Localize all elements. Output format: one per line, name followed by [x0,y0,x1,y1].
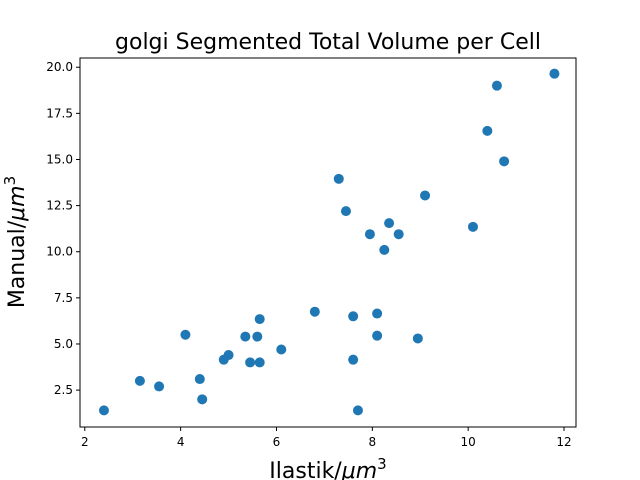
x-tick-label: 12 [556,435,571,449]
data-point [499,156,510,167]
x-tick-label: 4 [177,435,185,449]
data-point [240,331,251,342]
data-point [372,330,383,341]
chart-title: golgi Segmented Total Volume per Cell [115,30,541,55]
data-point [309,306,320,317]
x-tick-label: 10 [461,435,476,449]
data-points [98,68,560,416]
y-tick-label: 7.5 [54,291,73,305]
x-axis-label: Ilastik/μm3 [269,455,386,480]
x-tick-label: 6 [273,435,281,449]
y-axis-label-text: Manual/ [5,220,30,308]
data-point [364,229,375,240]
data-point [154,381,165,392]
data-point [348,354,359,365]
data-point [467,221,478,232]
y-tick-label: 20.0 [46,60,73,74]
x-axis-label-exponent: 3 [377,455,387,473]
data-point [276,344,287,355]
x-tick-label: 8 [369,435,377,449]
x-tick-label: 2 [81,435,89,449]
data-point [254,314,265,325]
data-point [333,173,344,184]
y-tick-label: 10.0 [46,245,73,259]
data-point [252,331,263,342]
x-axis-label-text: Ilastik/ [269,459,342,480]
data-point [194,374,205,385]
data-point [384,218,395,229]
data-point [412,333,423,344]
data-point [134,375,145,386]
y-tick-label: 17.5 [46,106,73,120]
data-point [420,190,431,201]
data-point [245,357,256,368]
data-point [482,125,493,136]
data-point [180,329,191,340]
data-point [254,357,265,368]
data-point [352,405,363,416]
data-point [379,244,390,255]
data-point [340,206,351,217]
y-tick-label: 2.5 [54,383,73,397]
data-point [197,394,208,405]
y-axis-label-exponent: 3 [1,176,19,186]
y-tick-label: 5.0 [54,337,73,351]
x-axis-label-unit: μm [341,459,377,480]
data-point [372,308,383,319]
y-tick-label: 15.0 [46,152,73,166]
y-tick-label: 12.5 [46,199,73,213]
data-point [393,229,404,240]
data-point [491,80,502,91]
data-point [98,405,109,416]
data-point [223,350,234,361]
y-axis-label-unit: μm [5,185,30,221]
data-point [348,311,359,322]
y-axis-label: Manual/μm3 [1,176,30,308]
y-axis-ticks: 2.5 5.0 7.5 10.0 12.5 15.0 17.5 20.0 [46,60,80,397]
data-point [549,68,560,79]
plot-area-frame [79,57,577,428]
x-axis-ticks: 2 4 6 8 10 12 [81,427,572,449]
